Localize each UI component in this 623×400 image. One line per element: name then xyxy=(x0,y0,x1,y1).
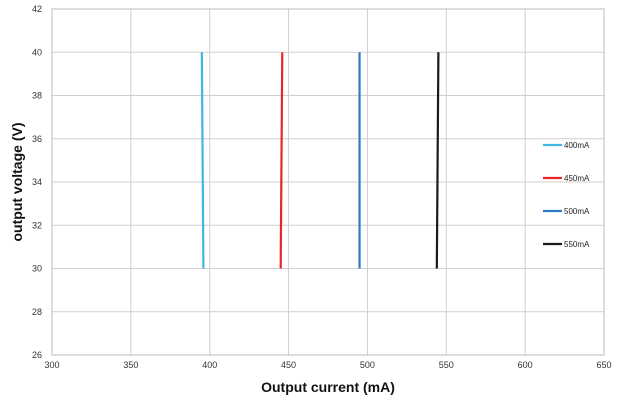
x-tick-label: 450 xyxy=(281,360,296,370)
series-line-450mA xyxy=(279,52,284,269)
legend-label-550mA: 550mA xyxy=(564,240,590,249)
y-tick-label: 38 xyxy=(32,91,42,101)
x-tick-label: 300 xyxy=(44,360,59,370)
legend-label-400mA: 400mA xyxy=(564,141,590,150)
grid xyxy=(51,8,605,356)
x-tick-label: 500 xyxy=(360,360,375,370)
x-tick-label: 350 xyxy=(123,360,138,370)
x-tick-label: 600 xyxy=(518,360,533,370)
legend: 400mA 450mA 500mA 550mA xyxy=(543,141,590,249)
y-axis-title: output voltage (V) xyxy=(9,123,25,242)
x-tick-label: 400 xyxy=(202,360,217,370)
y-tick-label: 32 xyxy=(32,220,42,230)
series-line-550mA xyxy=(435,52,440,269)
y-tick-label: 34 xyxy=(32,177,42,187)
series-line-400mA xyxy=(200,52,205,269)
series-lines xyxy=(200,52,440,269)
x-tick-label: 550 xyxy=(439,360,454,370)
legend-label-500mA: 500mA xyxy=(564,207,590,216)
plot-area xyxy=(51,8,605,356)
legend-label-450mA: 450mA xyxy=(564,174,590,183)
x-tick-labels: 300 350 400 450 500 550 600 650 xyxy=(44,360,611,370)
x-axis-title: Output current (mA) xyxy=(261,379,395,395)
y-tick-label: 36 xyxy=(32,134,42,144)
y-tick-label: 42 xyxy=(32,4,42,14)
x-tick-label: 650 xyxy=(596,360,611,370)
y-tick-label: 40 xyxy=(32,47,42,57)
y-tick-labels: 26 28 30 32 34 36 38 40 42 xyxy=(32,4,42,360)
y-tick-label: 26 xyxy=(32,350,42,360)
y-tick-label: 30 xyxy=(32,264,42,274)
y-tick-label: 28 xyxy=(32,307,42,317)
